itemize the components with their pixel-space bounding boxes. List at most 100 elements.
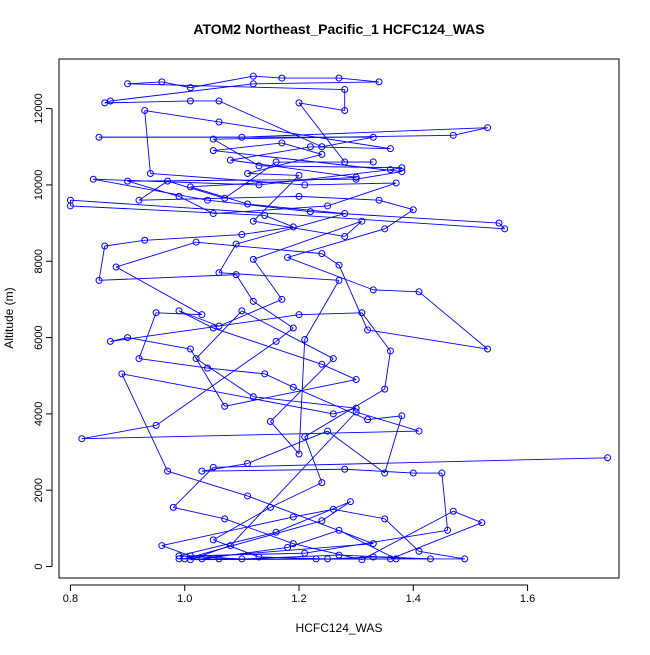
data-point — [164, 177, 172, 185]
series-line-segment — [115, 266, 203, 316]
data-point — [164, 467, 172, 475]
x-tick-label: 1.2 — [291, 593, 306, 605]
data-point — [318, 250, 326, 258]
series-line-segment — [172, 467, 214, 508]
series-line-segment — [184, 520, 322, 560]
data-point — [604, 454, 612, 462]
series-line-segment — [264, 373, 294, 388]
series-line-segment — [333, 508, 385, 520]
series-line-segment — [138, 180, 168, 201]
series-line-segment — [253, 75, 282, 79]
data-point — [78, 435, 86, 443]
series-line-segment — [281, 142, 322, 155]
series-line-segment — [190, 176, 357, 188]
data-point — [295, 450, 303, 458]
data-point — [352, 404, 360, 412]
series-line-segment — [356, 411, 420, 432]
series-line-segment — [338, 77, 380, 83]
data-point — [152, 309, 160, 317]
x-tick-label: 0.8 — [63, 593, 78, 605]
data-point — [186, 552, 194, 560]
series-line-segment — [252, 259, 283, 300]
series-line-segment — [253, 220, 345, 237]
series-line-segment — [361, 312, 391, 352]
data-point — [369, 553, 377, 561]
data-point — [335, 261, 343, 269]
y-tick-label: 8000 — [33, 249, 45, 273]
series-line-segment — [390, 522, 483, 560]
series-line-segment — [293, 543, 362, 561]
series-line-segment — [275, 327, 294, 342]
series-line-segment — [213, 539, 260, 558]
data-point — [209, 210, 217, 218]
series-line-segment — [190, 186, 248, 205]
data-point — [255, 181, 263, 189]
x-axis-label: HCFC124_WAS — [296, 621, 383, 635]
data-point — [364, 416, 372, 424]
data-point — [226, 542, 234, 550]
series-line-segment — [304, 280, 340, 340]
data-point — [175, 552, 183, 560]
series-line-segment — [253, 220, 363, 260]
series-line-segment — [224, 518, 294, 545]
data-point — [66, 196, 74, 204]
series-line-segment — [247, 153, 322, 174]
y-tick-label: 4000 — [33, 402, 45, 426]
data-point — [249, 297, 257, 305]
data-point — [198, 555, 206, 563]
series-line-segment — [201, 468, 345, 472]
data-point — [478, 519, 486, 527]
series-line-segment — [127, 180, 180, 197]
data-point — [169, 503, 177, 511]
data-point — [289, 513, 297, 521]
data-point — [112, 263, 120, 271]
x-axis: 0.8 1.0 1.2 1.4 1.6 — [63, 584, 535, 605]
data-point — [358, 309, 366, 317]
series-line-segment — [190, 348, 226, 407]
data-point — [186, 84, 194, 92]
series-line-segment — [344, 468, 414, 474]
series-line-segment — [173, 506, 225, 520]
series-line-segment — [178, 310, 214, 329]
series-line-segment — [98, 274, 237, 281]
series-line-segment — [218, 299, 283, 327]
data-point — [335, 551, 343, 559]
data-point — [124, 334, 132, 342]
data-point — [369, 286, 377, 294]
series-line-segment — [213, 205, 328, 215]
series-line-segment — [230, 159, 357, 178]
data-point — [124, 177, 132, 185]
data-point — [215, 555, 223, 563]
y-tick-label: 0 — [33, 563, 45, 569]
data-point — [89, 175, 97, 183]
data-point — [272, 528, 280, 536]
data-point — [238, 555, 246, 563]
data-point — [146, 169, 154, 177]
data-point — [295, 171, 303, 179]
data-point — [449, 131, 457, 139]
series-line-segment — [367, 415, 402, 421]
series-line-segment — [195, 358, 254, 398]
data-point — [324, 202, 332, 210]
series-line-segment — [121, 373, 334, 415]
series-line-segment — [321, 363, 357, 380]
data-point — [266, 418, 274, 426]
data-point — [221, 194, 229, 202]
series-line-segment — [138, 358, 208, 369]
series-line-segment — [338, 554, 431, 560]
data-point — [106, 337, 114, 345]
data-point — [364, 326, 372, 334]
data-point — [375, 78, 383, 86]
series-line-segment — [167, 470, 248, 497]
data-point — [369, 133, 377, 141]
data-point — [409, 206, 417, 214]
data-point — [301, 335, 309, 343]
series-line-segment — [213, 142, 282, 152]
series-line-segment — [253, 81, 380, 85]
data-point — [426, 555, 434, 563]
data-point — [284, 543, 292, 551]
data-point — [386, 145, 394, 153]
data-point — [484, 345, 492, 353]
series-line-segment — [81, 430, 420, 440]
y-tick-label: 12000 — [33, 93, 45, 124]
